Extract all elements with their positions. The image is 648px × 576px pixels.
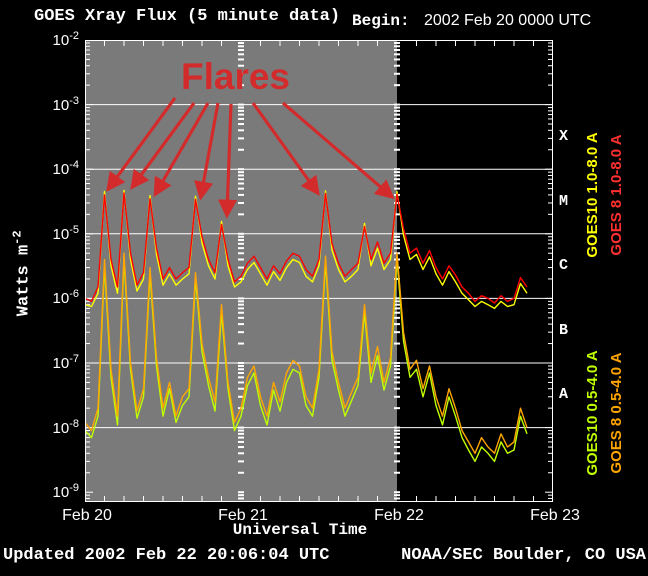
plot-area [85, 40, 553, 502]
x-tick-label: Feb 23 [530, 507, 580, 524]
flare-class-b: B [559, 321, 569, 339]
legend-goes8-short: GOES 8 0.5-4.0 A [608, 352, 625, 474]
flare-class-a: A [559, 386, 569, 404]
flare-class-c: C [559, 257, 569, 275]
chart-title: GOES Xray Flux (5 minute data) [34, 7, 341, 26]
y-tick-label: 10-4 [52, 159, 79, 179]
legend-goes10-long: GOES10 1.0-8.0 A [584, 132, 601, 258]
legend-goes8-long: GOES 8 1.0-8.0 A [608, 134, 625, 256]
x-tick-label: Feb 20 [62, 507, 112, 524]
y-axis-label-exponent: -2 [10, 230, 25, 245]
y-tick-label: 10-3 [52, 94, 79, 114]
series-goes-8-0-5-4-0-a [85, 252, 528, 454]
legend-goes10-short: GOES10 0.5-4.0 A [584, 350, 601, 476]
begin-label: Begin: [352, 12, 410, 30]
y-tick-label: 10-9 [52, 482, 79, 502]
plot-border [85, 40, 553, 502]
y-tick-label: 10-8 [52, 417, 79, 437]
x-tick-label: Feb 22 [374, 507, 424, 524]
x-axis-label: Universal Time [232, 521, 368, 539]
x-tick-label: Feb 21 [218, 507, 268, 524]
updated-timestamp: Updated 2002 Feb 22 20:06:04 UTC [3, 546, 330, 565]
flares-annotation-label: Flares [181, 56, 291, 97]
y-axis-label: Watts m-2 [11, 173, 34, 373]
series-goes-8-1-0-8-0-a [85, 192, 528, 304]
y-tick-label: 10-2 [52, 30, 79, 49]
y-tick-label: 10-7 [52, 353, 79, 372]
y-axis-label-text: Watts m [14, 244, 34, 317]
series-goes10-0-5-4-0-a [85, 258, 528, 463]
begin-start-time: 2002 Feb 20 0000 UTC [424, 12, 592, 29]
source-credit: NOAA/SEC Boulder, CO USA [401, 546, 646, 565]
y-tick-label: 10-5 [52, 223, 79, 243]
series-goes10-1-0-8-0-a [85, 189, 528, 310]
y-tick-label: 10-6 [52, 288, 79, 308]
flare-class-x: X [559, 127, 569, 145]
flare-class-m: M [559, 192, 569, 210]
